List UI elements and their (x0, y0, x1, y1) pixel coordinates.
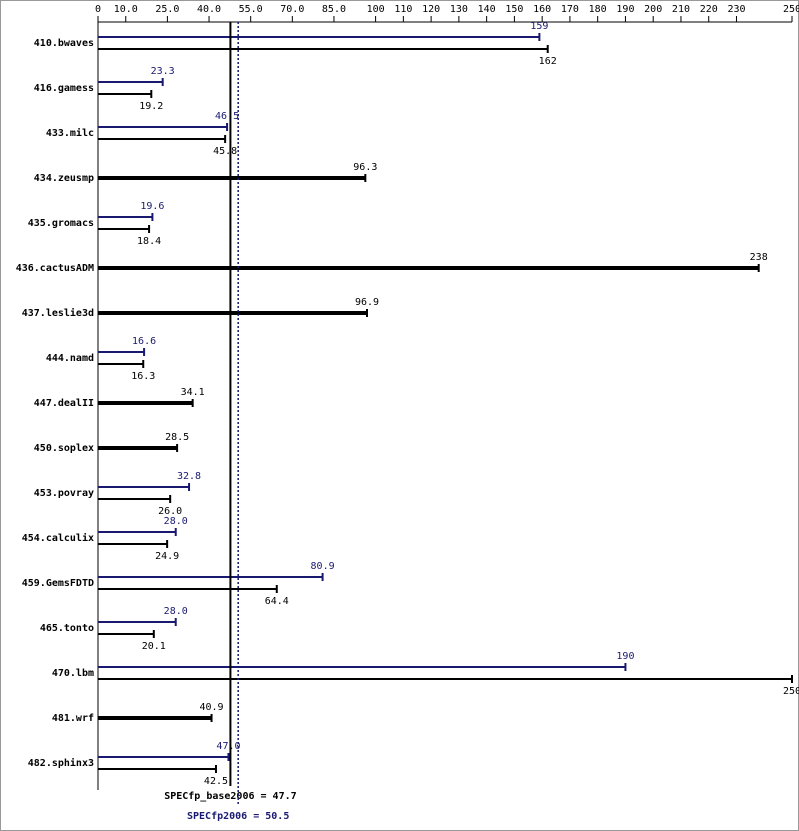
y-tick-label: 444.namd (46, 353, 94, 364)
value-label: 23.3 (151, 66, 175, 77)
y-tick-label: 436.cactusADM (16, 263, 94, 274)
y-tick-label: 459.GemsFDTD (22, 578, 94, 589)
x-tick-label: 70.0 (280, 4, 304, 15)
x-tick-label: 55.0 (239, 4, 263, 15)
x-tick-label: 120 (422, 4, 440, 15)
y-tick-label: 435.gromacs (28, 218, 94, 229)
value-label: 250 (783, 686, 799, 697)
value-label: 42.5 (204, 776, 228, 787)
x-tick-label: 170 (561, 4, 579, 15)
value-label: 24.9 (155, 551, 179, 562)
value-label: 162 (539, 56, 557, 67)
value-label: 16.3 (131, 371, 155, 382)
value-label: 47.0 (216, 741, 240, 752)
value-label: 18.4 (137, 236, 161, 247)
x-tick-label: 0 (95, 4, 101, 15)
x-tick-label: 140 (478, 4, 496, 15)
x-tick-label: 250 (783, 4, 799, 15)
x-tick-label: 190 (616, 4, 634, 15)
value-label: 28.0 (164, 606, 188, 617)
x-tick-label: 160 (533, 4, 551, 15)
x-tick-label: 200 (644, 4, 662, 15)
y-tick-label: 450.soplex (34, 443, 94, 454)
value-label: 238 (750, 252, 768, 263)
x-tick-label: 10.0 (114, 4, 138, 15)
value-label: 96.9 (355, 297, 379, 308)
y-tick-label: 481.wrf (52, 713, 94, 724)
value-label: 40.9 (199, 702, 223, 713)
x-tick-label: 85.0 (322, 4, 346, 15)
x-tick-label: 100 (367, 4, 385, 15)
y-tick-label: 453.povray (34, 488, 94, 499)
value-label: 46.5 (215, 111, 239, 122)
x-tick-label: 230 (727, 4, 745, 15)
y-tick-label: 447.dealII (34, 398, 94, 409)
y-tick-label: 465.tonto (40, 623, 94, 634)
value-label: 80.9 (311, 561, 335, 572)
y-tick-label: 416.gamess (34, 83, 94, 94)
y-tick-label: 434.zeusmp (34, 173, 94, 184)
value-label: 16.6 (132, 336, 156, 347)
summary-label: SPECfp_base2006 = 47.7 (164, 791, 296, 802)
value-label: 32.8 (177, 471, 201, 482)
y-tick-label: 454.calculix (22, 532, 94, 544)
y-tick-label: 482.sphinx3 (28, 757, 94, 769)
x-tick-label: 220 (700, 4, 718, 15)
x-tick-label: 25.0 (155, 4, 179, 15)
value-label: 28.0 (164, 516, 188, 527)
y-tick-label: 437.leslie3d (22, 307, 94, 319)
value-label: 190 (616, 651, 634, 662)
y-tick-label: 470.lbm (52, 668, 94, 679)
value-label: 19.2 (139, 101, 163, 112)
value-label: 20.1 (142, 641, 166, 652)
value-label: 28.5 (165, 432, 189, 443)
value-label: 96.3 (353, 162, 377, 173)
y-tick-label: 410.bwaves (34, 38, 94, 49)
summary-label: SPECfp2006 = 50.5 (187, 811, 289, 822)
value-label: 64.4 (265, 596, 289, 607)
x-tick-label: 130 (450, 4, 468, 15)
value-label: 159 (530, 21, 548, 32)
x-tick-label: 150 (505, 4, 523, 15)
x-tick-label: 210 (672, 4, 690, 15)
value-label: 45.8 (213, 146, 237, 157)
x-tick-label: 40.0 (197, 4, 221, 15)
x-tick-label: 180 (589, 4, 607, 15)
value-label: 34.1 (181, 387, 205, 398)
value-label: 19.6 (140, 201, 164, 212)
value-label: 26.0 (158, 506, 182, 517)
y-tick-label: 433.milc (46, 127, 94, 139)
x-tick-label: 110 (394, 4, 412, 15)
